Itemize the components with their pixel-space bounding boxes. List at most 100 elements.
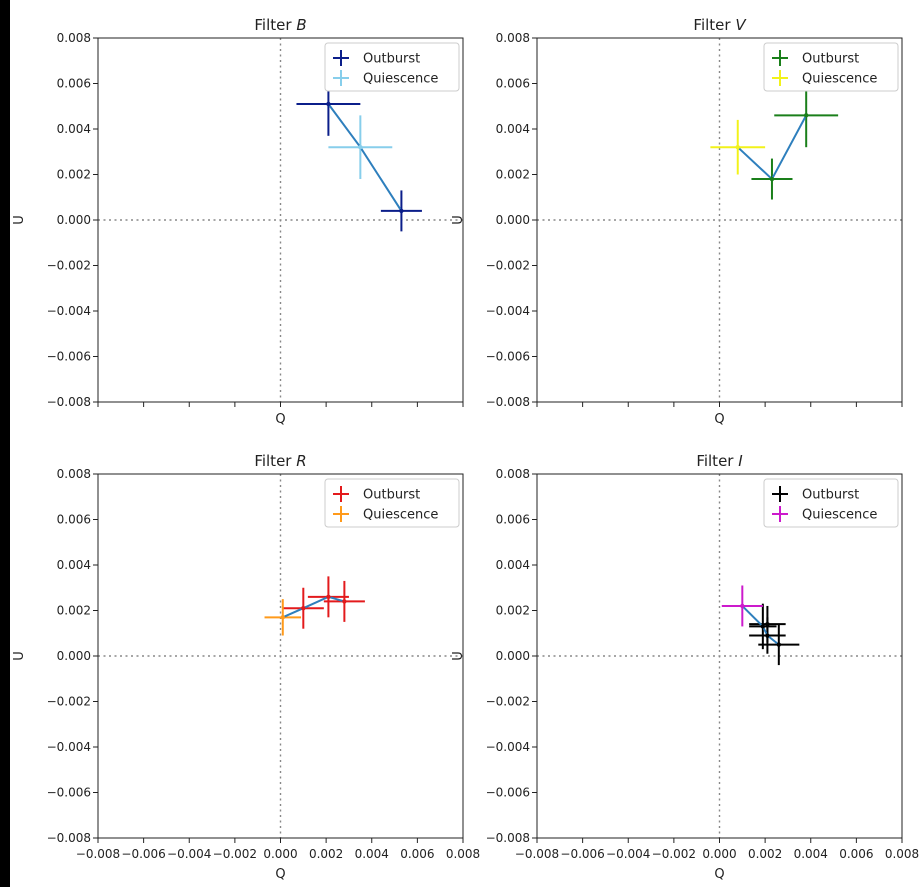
panel-i: Filter I−0.008−0.008−0.006−0.006−0.004−0… bbox=[451, 452, 919, 882]
data-point-outburst bbox=[803, 113, 809, 118]
panel-title-prefix: Filter bbox=[254, 452, 296, 470]
y-tick-label: 0.008 bbox=[57, 467, 91, 481]
x-tick-label: 0.008 bbox=[885, 847, 919, 861]
legend: Outburst Quiescence bbox=[324, 42, 460, 92]
y-tick-label: −0.004 bbox=[47, 304, 91, 318]
x-axis-label: Q bbox=[275, 867, 285, 882]
x-axis-label: Q bbox=[714, 867, 724, 882]
panel-title-prefix: Filter bbox=[693, 16, 735, 34]
x-tick-label: 0.006 bbox=[400, 847, 434, 861]
legend-box bbox=[763, 478, 899, 528]
x-axis-label: Q bbox=[714, 412, 724, 427]
legend-label: Outburst bbox=[802, 52, 859, 67]
axes-frame bbox=[536, 37, 903, 403]
y-tick-label: 0.006 bbox=[57, 77, 91, 91]
y-tick-label: −0.002 bbox=[47, 695, 91, 709]
x-tick-label: −0.004 bbox=[167, 847, 211, 861]
y-tick-label: 0.002 bbox=[57, 168, 91, 182]
y-tick-label: 0.002 bbox=[496, 168, 530, 182]
data-point-outburst bbox=[342, 599, 347, 604]
plot-canvas: Filter B−0.008−0.006−0.004−0.0020.0000.0… bbox=[10, 0, 923, 887]
legend: Outburst Quiescence bbox=[763, 478, 899, 528]
y-axis-label: U bbox=[12, 651, 27, 661]
data-point-quiescence bbox=[735, 145, 740, 150]
panel-title: Filter R bbox=[254, 452, 306, 470]
legend-label: Quiescence bbox=[802, 508, 877, 523]
y-tick-label: 0.006 bbox=[57, 513, 91, 527]
y-tick-label: −0.008 bbox=[47, 831, 91, 845]
y-axis-label: U bbox=[12, 215, 27, 225]
data-point-outburst bbox=[765, 621, 770, 627]
data-point-quiescence bbox=[358, 145, 363, 150]
x-tick-label: −0.004 bbox=[606, 847, 650, 861]
legend-label: Quiescence bbox=[363, 72, 438, 87]
data-point-quiescence bbox=[740, 603, 745, 609]
x-tick-label: −0.006 bbox=[560, 847, 604, 861]
data-point-outburst bbox=[765, 633, 770, 638]
axes-frame bbox=[97, 37, 464, 403]
y-axis-label: U bbox=[451, 651, 466, 661]
legend: Outburst Quiescence bbox=[324, 478, 460, 528]
data-point-outburst bbox=[776, 642, 782, 647]
y-tick-label: 0.000 bbox=[57, 649, 91, 663]
panel-title-prefix: Filter bbox=[696, 452, 738, 470]
x-tick-label: 0.000 bbox=[702, 847, 736, 861]
panel-title-filter: R bbox=[296, 452, 306, 470]
y-tick-label: 0.008 bbox=[496, 31, 530, 45]
panel-title: Filter I bbox=[696, 452, 743, 470]
panel-title: Filter B bbox=[254, 16, 306, 34]
data-point-outburst bbox=[301, 606, 306, 611]
y-tick-label: 0.000 bbox=[57, 213, 91, 227]
data-point-outburst bbox=[760, 624, 766, 629]
panel-v: Filter V −0.008 −0.006 −0.004 −0.002 0.000 0.0… bbox=[451, 16, 903, 427]
y-tick-label: −0.008 bbox=[486, 831, 530, 845]
connector-line bbox=[327, 103, 403, 212]
x-tick-label: 0.002 bbox=[748, 847, 782, 861]
panel-title-filter: V bbox=[735, 16, 747, 34]
panel-r: Filter R−0.008−0.008−0.006−0.006−0.004−0… bbox=[12, 452, 480, 882]
y-tick-label: −0.006 bbox=[486, 350, 530, 364]
panel-title-filter: B bbox=[296, 16, 306, 34]
x-tick-label: 0.006 bbox=[839, 847, 873, 861]
y-tick-label: −0.006 bbox=[47, 350, 91, 364]
y-tick-label: 0.002 bbox=[496, 604, 530, 618]
y-tick-label: −0.006 bbox=[486, 786, 530, 800]
y-tick-label: −0.008 bbox=[486, 395, 530, 409]
x-tick-label: 0.000 bbox=[263, 847, 297, 861]
legend-box bbox=[324, 42, 460, 92]
legend-label: Outburst bbox=[802, 488, 859, 503]
data-point-outburst bbox=[399, 208, 404, 214]
panel-title-prefix: Filter bbox=[254, 16, 296, 34]
y-tick-label: 0.000 bbox=[496, 213, 530, 227]
x-axis-label: Q bbox=[275, 412, 285, 427]
x-tick-label: −0.002 bbox=[213, 847, 257, 861]
y-tick-label: −0.004 bbox=[47, 740, 91, 754]
y-tick-label: −0.002 bbox=[47, 259, 91, 273]
connector-line bbox=[741, 605, 780, 646]
legend-label: Outburst bbox=[363, 488, 420, 503]
data-point-outburst bbox=[769, 176, 775, 182]
legend-label: Outburst bbox=[363, 52, 420, 67]
data-point-quiescence bbox=[280, 615, 285, 620]
data-point-outburst bbox=[326, 594, 331, 600]
x-tick-label: 0.008 bbox=[446, 847, 480, 861]
axes-frame bbox=[97, 473, 464, 839]
x-tick-label: 0.004 bbox=[794, 847, 828, 861]
y-tick-label: −0.002 bbox=[486, 259, 530, 273]
y-tick-label: 0.000 bbox=[496, 649, 530, 663]
legend-box bbox=[763, 42, 899, 92]
x-tick-label: 0.002 bbox=[309, 847, 343, 861]
legend-box bbox=[324, 478, 460, 528]
y-tick-label: 0.004 bbox=[496, 558, 530, 572]
x-tick-label: −0.002 bbox=[652, 847, 696, 861]
y-tick-label: 0.002 bbox=[57, 604, 91, 618]
panel-title: Filter V bbox=[693, 16, 747, 34]
data-point-outburst bbox=[326, 101, 331, 107]
y-tick-label: −0.008 bbox=[47, 395, 91, 409]
panel-title-filter: I bbox=[738, 452, 743, 470]
y-tick-label: −0.004 bbox=[486, 304, 530, 318]
legend-label: Quiescence bbox=[363, 508, 438, 523]
y-tick-label: 0.008 bbox=[57, 31, 91, 45]
y-tick-label: 0.008 bbox=[496, 467, 530, 481]
